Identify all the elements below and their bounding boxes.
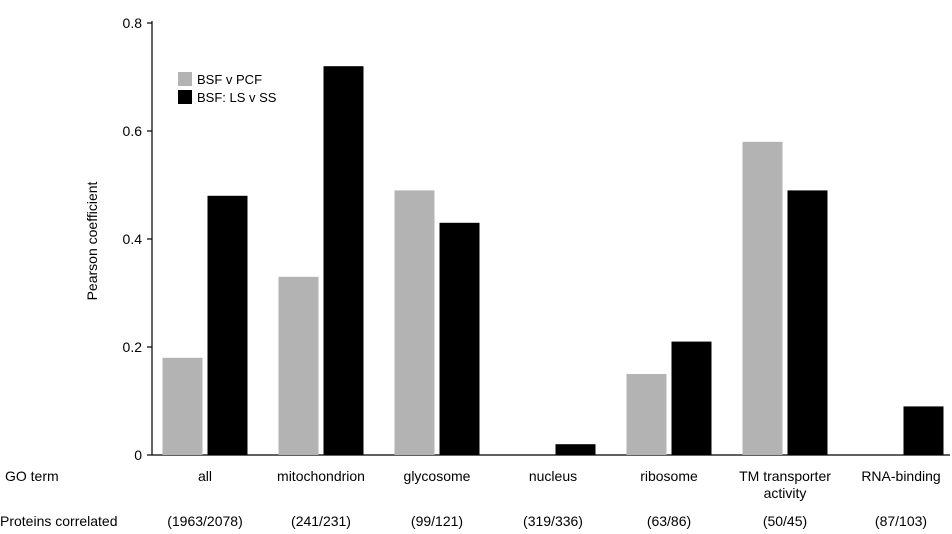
category-label-1: mitochondrion [277, 468, 365, 484]
legend-label-2: BSF: LS v SS [197, 90, 277, 105]
bar-series2-1 [323, 66, 364, 455]
proteins-count-5: (50/45) [763, 513, 807, 529]
legend-label-1: BSF v PCF [197, 72, 262, 87]
proteins-count-2: (99/121) [411, 513, 463, 529]
bar-series2-6 [903, 406, 944, 455]
bar-series2-2 [439, 222, 480, 455]
category-label-line: nucleus [529, 468, 577, 484]
category-label-line: ribosome [640, 468, 698, 484]
bar-series1-4 [626, 374, 667, 455]
y-tick-label: 0.2 [123, 339, 143, 355]
bar-series2-3 [555, 444, 596, 455]
category-label-4: ribosome [640, 468, 698, 484]
category-labels: GO term Proteins correlated all (1963/2078)… [0, 468, 941, 529]
category-label-line: glycosome [404, 468, 471, 484]
y-axis-label: Pearson coefficient [84, 181, 100, 300]
category-label-0: all [198, 468, 212, 484]
category-label-line: TM transporter [739, 468, 831, 484]
go-term-row-label: GO term [5, 468, 59, 484]
legend: BSF v PCF BSF: LS v SS [178, 72, 277, 105]
legend-swatch-2 [178, 90, 192, 104]
y-tick-label: 0 [134, 447, 142, 463]
bar-series2-0 [207, 195, 248, 456]
bar-series1-0 [162, 357, 203, 455]
category-label-line: activity [764, 485, 807, 501]
category-label-2: glycosome [404, 468, 471, 484]
category-label-line: mitochondrion [277, 468, 365, 484]
category-label-3: nucleus [529, 468, 577, 484]
category-label-line: RNA-binding [861, 468, 940, 484]
y-tick-label: 0.8 [123, 15, 143, 31]
proteins-count-4: (63/86) [647, 513, 691, 529]
bar-series1-5 [742, 141, 783, 456]
y-tick-label: 0.6 [123, 123, 143, 139]
proteins-row-label: Proteins correlated [0, 513, 118, 529]
category-label-5: TM transporter activity [739, 468, 831, 501]
category-label-line: all [198, 468, 212, 484]
bar-series2-4 [671, 341, 712, 455]
y-tick-label: 0.4 [123, 231, 143, 247]
bar-layer [162, 66, 944, 456]
proteins-count-0: (1963/2078) [167, 513, 243, 529]
proteins-count-1: (241/231) [291, 513, 351, 529]
proteins-count-6: (87/103) [875, 513, 927, 529]
proteins-count-3: (319/336) [523, 513, 583, 529]
bar-series1-2 [394, 190, 435, 455]
category-label-6: RNA-binding [861, 468, 940, 484]
legend-swatch-1 [178, 72, 192, 86]
bar-series2-5 [787, 190, 828, 455]
bar-series1-1 [278, 276, 319, 455]
